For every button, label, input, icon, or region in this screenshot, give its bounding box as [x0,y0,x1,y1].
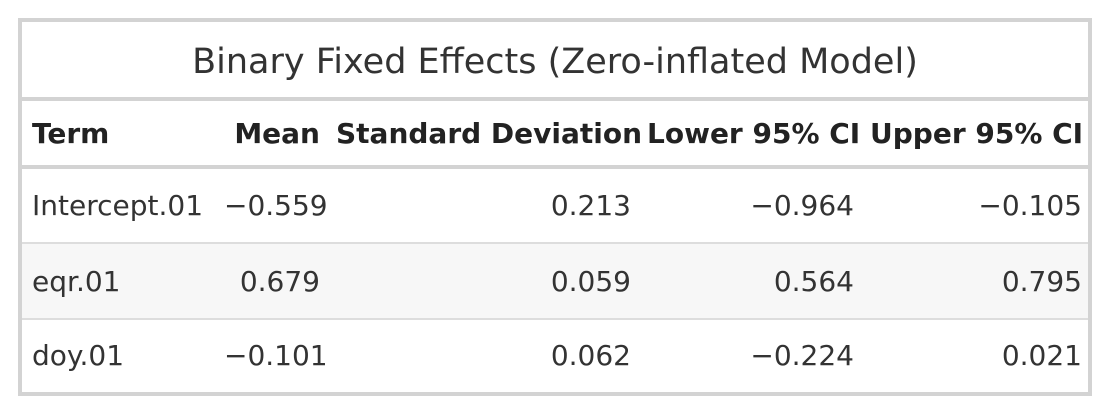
cell-mean: −0.559 [214,167,328,244]
cell-term: doy.01 [32,339,125,372]
cell-standard-deviation: 0.213 [326,167,637,244]
cell-upper-ci: −0.105 [860,167,1088,244]
cell-upper-ci: 0.795 [860,243,1088,320]
column-header-lower-ci: Lower 95% CI [637,101,860,169]
cell-standard-deviation: 0.059 [326,243,637,320]
column-header-upper-ci: Upper 95% CI [860,101,1088,169]
cell-lower-ci: 0.564 [637,243,860,320]
cell-mean: 0.679 [214,243,326,320]
column-header-mean: Mean [214,101,326,169]
column-header-standard-deviation: Standard Deviation [326,101,642,169]
cell-mean: −0.101 [224,339,328,372]
cell-lower-ci: −0.224 [750,339,854,372]
column-header-term: Term [22,101,214,169]
header-row: Term Mean Standard Deviation Lower 95% C… [22,101,1088,169]
table-row: Intercept.01 −0.559 0.213 −0.964 −0.105 [22,167,1088,244]
cell-term: eqr.01 [22,243,214,320]
cell-standard-deviation: 0.062 [550,339,631,372]
table-row: eqr.01 0.679 0.059 0.564 0.795 [22,243,1088,320]
fixed-effects-table-container: Binary Fixed Effects (Zero-inflated Mode… [18,18,1092,396]
table-row: doy.01 −0.101 0.062 −0.224 0.021 [22,319,1088,391]
table-title: Binary Fixed Effects (Zero-inflated Mode… [22,22,1088,101]
cell-lower-ci: −0.964 [637,167,860,244]
cell-upper-ci: 0.021 [1001,339,1082,372]
fixed-effects-table: Term Mean Standard Deviation Lower 95% C… [22,101,1088,391]
cell-term: Intercept.01 [22,167,214,244]
